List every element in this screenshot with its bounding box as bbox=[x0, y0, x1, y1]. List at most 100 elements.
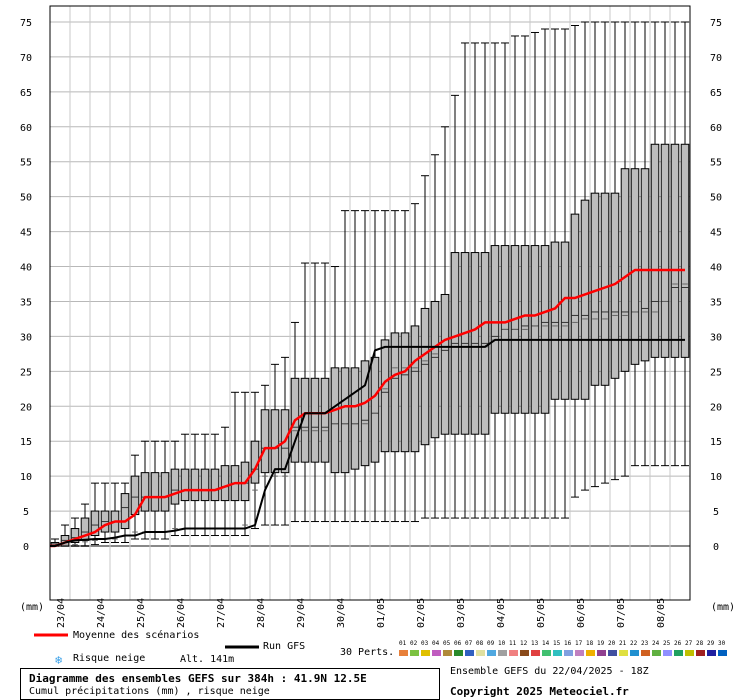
pert-swatch bbox=[619, 650, 628, 656]
pert-label: 29 bbox=[707, 640, 715, 647]
box-29 bbox=[340, 210, 350, 523]
box-32 bbox=[370, 210, 380, 523]
box-50 bbox=[550, 28, 560, 519]
pert-label: 08 bbox=[476, 640, 484, 647]
box-iqr bbox=[170, 468, 180, 505]
pert-label: 16 bbox=[564, 640, 572, 647]
x-tick-label: 04/05 bbox=[496, 598, 507, 628]
box-31 bbox=[360, 210, 370, 523]
legend-gfs-label: Run GFS bbox=[263, 641, 306, 652]
x-tick-label: 30/04 bbox=[336, 598, 347, 628]
pert-swatch bbox=[663, 650, 672, 656]
pert-label: 03 bbox=[421, 640, 429, 647]
box-40 bbox=[450, 94, 460, 519]
pert-swatch bbox=[421, 650, 430, 656]
box-iqr bbox=[660, 143, 670, 358]
pert-label: 05 bbox=[443, 640, 451, 647]
y-tick-label-left: 10 bbox=[20, 472, 32, 483]
pert-swatch bbox=[685, 650, 694, 656]
y-tick-label-right: 50 bbox=[710, 193, 722, 204]
box-58 bbox=[630, 21, 640, 467]
box-iqr bbox=[580, 199, 590, 400]
box-46 bbox=[510, 35, 520, 519]
pert-label: 07 bbox=[465, 640, 473, 647]
y-tick-label-left: 5 bbox=[23, 507, 29, 518]
box-iqr bbox=[550, 241, 560, 400]
y-tick-label-right: 60 bbox=[710, 123, 722, 134]
y-tick-label-right: 35 bbox=[710, 297, 722, 308]
box-12 bbox=[170, 440, 180, 537]
pert-swatch bbox=[597, 650, 606, 656]
y-tick-label-left: 35 bbox=[20, 297, 32, 308]
axes bbox=[49, 5, 691, 601]
pert-swatch bbox=[410, 650, 419, 656]
box-iqr bbox=[640, 168, 650, 362]
box-iqr bbox=[300, 377, 310, 463]
series-line-mean bbox=[50, 268, 685, 548]
box-49 bbox=[540, 28, 550, 519]
box-51 bbox=[560, 28, 570, 519]
y-tick-label-left: 60 bbox=[20, 123, 32, 134]
y-tick-label-right: 55 bbox=[710, 158, 722, 169]
box-iqr bbox=[190, 468, 200, 502]
y-tick-label-left: 15 bbox=[20, 437, 32, 448]
box-35 bbox=[400, 210, 410, 523]
pert-label: 02 bbox=[410, 640, 418, 647]
box-1 bbox=[60, 524, 70, 547]
ylabel-right: (mm) bbox=[711, 602, 735, 613]
pert-swatch bbox=[443, 650, 452, 656]
pert-swatch bbox=[652, 650, 661, 656]
y-tick-label-right: 15 bbox=[710, 437, 722, 448]
x-tick-label: 07/05 bbox=[616, 598, 627, 628]
box-25 bbox=[300, 262, 310, 523]
box-iqr bbox=[70, 528, 80, 544]
pert-swatch bbox=[542, 650, 551, 656]
box-iqr bbox=[430, 300, 440, 439]
pert-label: 21 bbox=[619, 640, 627, 647]
box-43 bbox=[480, 42, 490, 519]
box-48 bbox=[530, 31, 540, 519]
pert-label: 28 bbox=[696, 640, 704, 647]
plot-frame bbox=[49, 5, 691, 601]
box-16 bbox=[210, 433, 220, 537]
box-iqr bbox=[120, 493, 130, 530]
box-7 bbox=[120, 482, 130, 544]
y-tick-label-left: 30 bbox=[20, 332, 32, 343]
ensemble-run-label: Ensemble GEFS du 22/04/2025 - 18Z bbox=[450, 666, 649, 677]
pert-swatch bbox=[674, 650, 683, 656]
box-iqr bbox=[330, 367, 340, 474]
box-14 bbox=[190, 433, 200, 537]
box-iqr bbox=[560, 241, 570, 400]
legend-gfs-swatch bbox=[225, 645, 259, 649]
y-tick-label-left: 65 bbox=[20, 88, 32, 99]
pert-swatch bbox=[707, 650, 716, 656]
pert-swatch bbox=[520, 650, 529, 656]
x-tick-label: 01/05 bbox=[376, 598, 387, 628]
ylabel-left: (mm) bbox=[20, 602, 44, 613]
chart-title: Diagramme des ensembles GEFS sur 384h : … bbox=[29, 672, 367, 685]
box-iqr bbox=[420, 307, 430, 446]
legend-mean-swatch bbox=[34, 633, 68, 637]
pert-swatch bbox=[531, 650, 540, 656]
box-42 bbox=[470, 42, 480, 519]
pert-label: 25 bbox=[663, 640, 671, 647]
x-tick-label: 25/04 bbox=[136, 598, 147, 628]
box-iqr bbox=[370, 356, 380, 463]
x-tick-label: 05/05 bbox=[536, 598, 547, 628]
x-tick-label: 03/05 bbox=[456, 598, 467, 628]
y-tick-label-left: 20 bbox=[20, 402, 32, 413]
box-39 bbox=[440, 126, 450, 519]
box-iqr bbox=[200, 468, 210, 502]
box-57 bbox=[620, 21, 630, 477]
x-tick-label: 08/05 bbox=[656, 598, 667, 628]
box-iqr bbox=[570, 213, 580, 400]
pert-swatch bbox=[575, 650, 584, 656]
box-63 bbox=[680, 21, 690, 467]
legend-mean-label: Moyenne des scénarios bbox=[73, 630, 200, 641]
pert-label: 04 bbox=[432, 640, 440, 647]
box-47 bbox=[520, 35, 530, 519]
box-iqr bbox=[310, 377, 320, 463]
pert-swatch bbox=[487, 650, 496, 656]
